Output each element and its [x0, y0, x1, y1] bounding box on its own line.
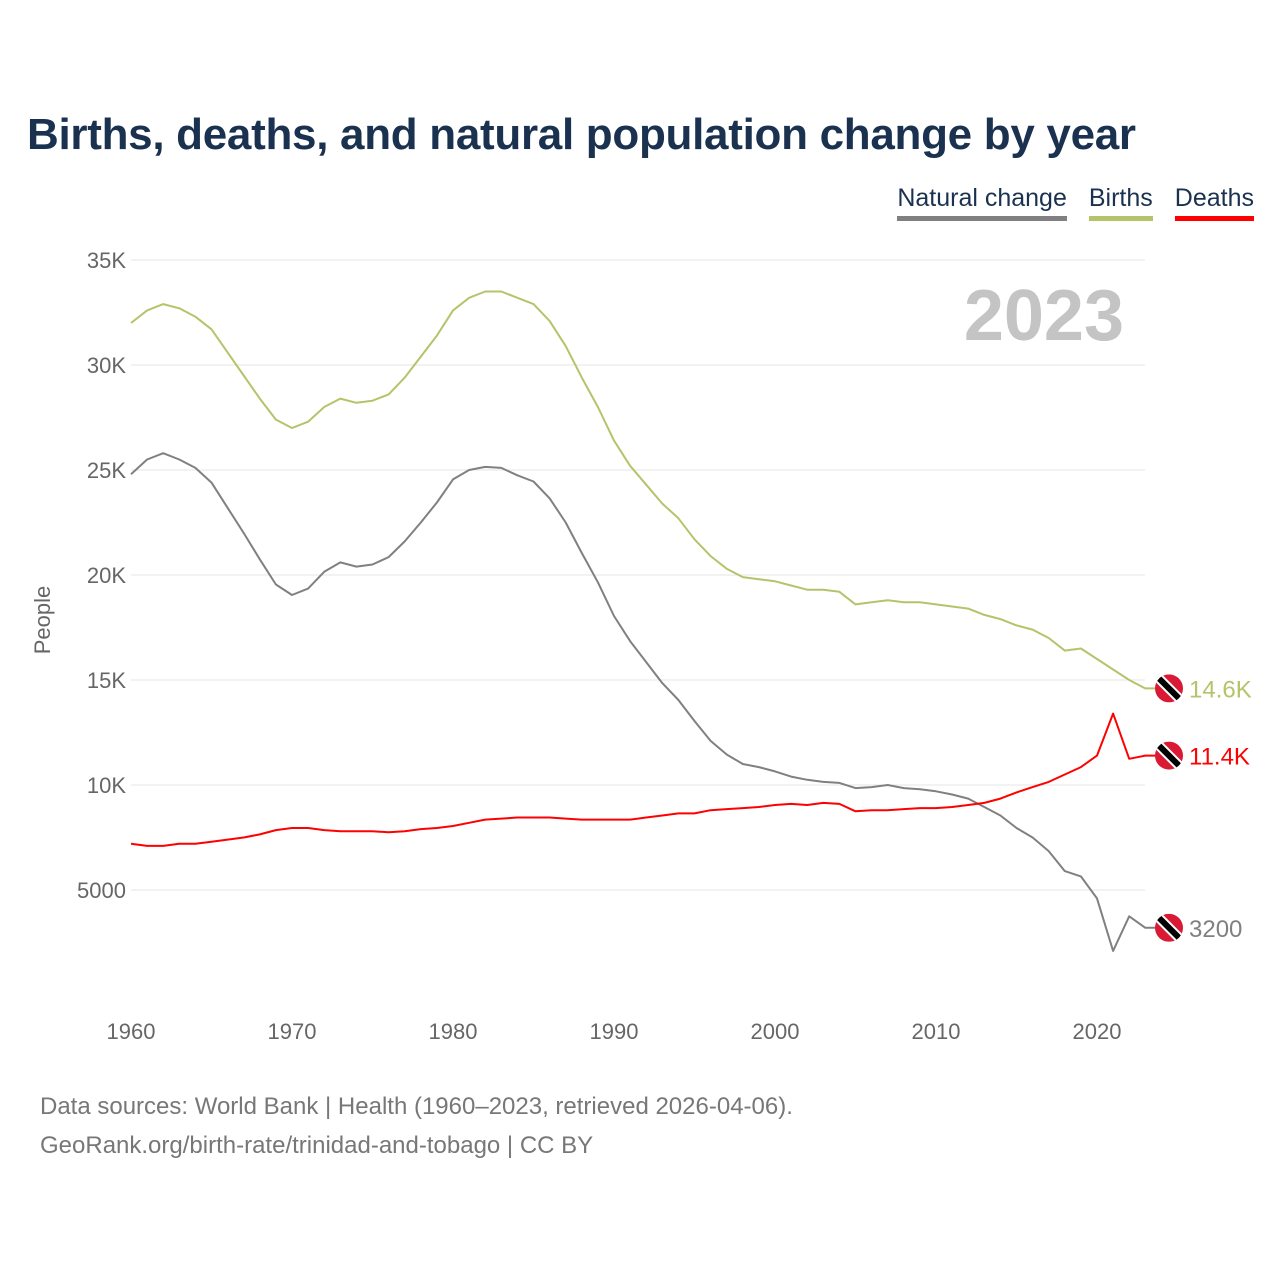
x-tick-label: 1990 [590, 1019, 639, 1044]
chart-title: Births, deaths, and natural population c… [27, 110, 1136, 159]
y-tick-label: 25K [87, 458, 126, 483]
y-tick-label: 30K [87, 353, 126, 378]
y-tick-label: 5000 [77, 878, 126, 903]
y-tick-label: 20K [87, 563, 126, 588]
end-value-label: 3200 [1189, 916, 1242, 943]
footer-source: Data sources: World Bank | Health (1960–… [40, 1093, 793, 1120]
x-tick-label: 2020 [1073, 1019, 1122, 1044]
legend-deaths[interactable]: Deaths [1174, 184, 1254, 221]
flag-icon [1155, 913, 1183, 942]
x-tick-label: 2010 [912, 1019, 961, 1044]
flag-icon [1155, 741, 1183, 770]
y-tick-label: 35K [87, 248, 126, 273]
flag-icon [1155, 674, 1183, 703]
y-tick-label: 10K [87, 773, 126, 798]
legend-natural-change[interactable]: Natural change [897, 184, 1067, 221]
flag-body [1155, 913, 1183, 942]
flag-body [1155, 741, 1183, 770]
x-tick-label: 2000 [751, 1019, 800, 1044]
end-value-label: 14.6K [1189, 676, 1252, 703]
x-tick-label: 1980 [429, 1019, 478, 1044]
legend-births[interactable]: Births [1088, 184, 1153, 221]
y-tick-label: 15K [87, 668, 126, 693]
x-tick-label: 1970 [268, 1019, 317, 1044]
footer: Data sources: World Bank | Health (1960–… [40, 1087, 793, 1165]
footer-link[interactable]: GeoRank.org/birth-rate/trinidad-and-toba… [40, 1132, 594, 1159]
series-line-births [130, 290, 1169, 690]
flag-black-band [1155, 913, 1183, 942]
series-line-natural-change [130, 452, 1169, 952]
flag-black-band [1155, 674, 1183, 703]
flag-black-band [1155, 741, 1183, 770]
y-axis-label: People [30, 586, 55, 655]
end-value-label: 11.4K [1189, 744, 1250, 771]
x-tick-label: 1960 [107, 1019, 156, 1044]
series-line-deaths [130, 712, 1169, 847]
year-watermark: 2023 [964, 276, 1124, 356]
legend: Natural change Births Deaths [897, 184, 1254, 221]
flag-body [1155, 674, 1183, 703]
